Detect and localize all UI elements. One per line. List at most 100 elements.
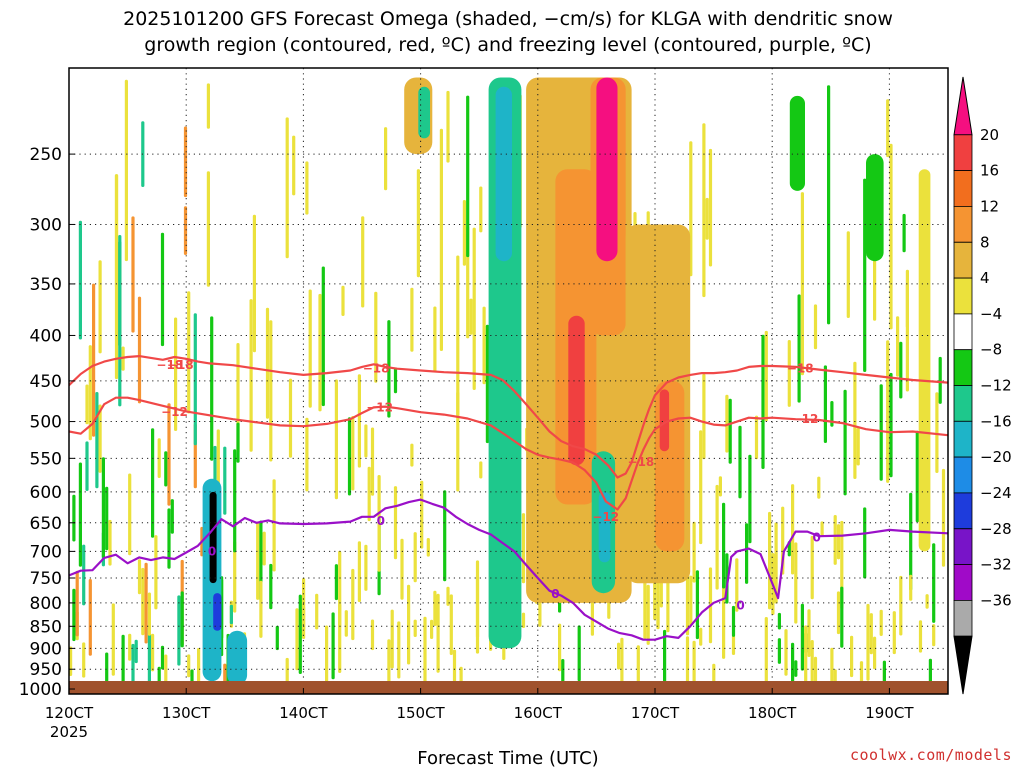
omega-streak bbox=[183, 126, 188, 198]
colorbar-tick-label: −12 bbox=[980, 377, 1012, 395]
omega-streak bbox=[206, 171, 210, 287]
omega-streak bbox=[131, 216, 135, 333]
contour-dgz-minus18 bbox=[69, 355, 948, 479]
omega-streak bbox=[357, 374, 361, 468]
omega-streak bbox=[722, 502, 726, 589]
omega-streak bbox=[420, 480, 424, 549]
y-tick-label: 350 bbox=[30, 275, 62, 295]
contour-label-freezing-level-0: 0 bbox=[377, 514, 385, 528]
omega-streak bbox=[164, 654, 168, 688]
omega-streak bbox=[275, 625, 279, 651]
omega-streak bbox=[210, 316, 214, 461]
omega-streak bbox=[735, 558, 739, 612]
omega-streak bbox=[784, 629, 788, 676]
omega-streak bbox=[400, 538, 404, 600]
y-tick-label: 700 bbox=[30, 542, 62, 562]
omega-streak bbox=[410, 287, 414, 352]
omega-streak bbox=[305, 161, 309, 215]
omega-streak bbox=[187, 654, 191, 678]
y-tick-label: 500 bbox=[30, 413, 62, 433]
omega-streak bbox=[95, 392, 99, 489]
omega-streak bbox=[449, 594, 453, 655]
omega-streak bbox=[479, 186, 483, 233]
omega-streak bbox=[485, 324, 489, 444]
omega-streak bbox=[692, 521, 696, 583]
omega-streak bbox=[82, 642, 86, 678]
omega-streak bbox=[856, 427, 860, 466]
omega-streak bbox=[141, 567, 145, 636]
omega-streak bbox=[436, 593, 440, 673]
omega-feature-14 bbox=[213, 593, 222, 631]
omega-feature-11 bbox=[659, 389, 670, 452]
omega-streak bbox=[118, 235, 122, 407]
omega-streak bbox=[269, 320, 273, 462]
omega-streak bbox=[259, 520, 263, 601]
omega-streak bbox=[439, 128, 443, 351]
omega-streak bbox=[731, 635, 736, 655]
omega-streak bbox=[843, 389, 847, 496]
omega-streak bbox=[387, 639, 391, 688]
ground-terrain bbox=[69, 681, 948, 694]
omega-streak bbox=[899, 341, 903, 399]
omega-streak bbox=[836, 591, 841, 635]
x-tick-label: 130CT bbox=[162, 704, 211, 722]
omega-streak bbox=[685, 571, 690, 636]
omega-streak bbox=[407, 584, 411, 665]
omega-feature-18 bbox=[789, 95, 805, 191]
contour-label-freezing-level-0: 0 bbox=[813, 530, 821, 544]
x-tick-label: 190CT bbox=[865, 704, 914, 722]
omega-streak bbox=[791, 642, 795, 683]
omega-streak bbox=[285, 657, 289, 686]
omega-streak bbox=[925, 594, 929, 609]
axes: 2503003504004505005506006507007508008509… bbox=[19, 67, 949, 741]
y-tick-label: 850 bbox=[30, 617, 62, 637]
omega-streak bbox=[256, 522, 260, 600]
omega-streak bbox=[475, 560, 480, 638]
omega-streak bbox=[82, 544, 86, 606]
omega-streak bbox=[305, 417, 309, 492]
omega-streak bbox=[859, 661, 864, 688]
omega-feature-17 bbox=[418, 86, 430, 139]
omega-streak bbox=[364, 544, 368, 591]
omega-feature-6 bbox=[596, 77, 618, 262]
omega-streak bbox=[456, 255, 460, 416]
y-tick-label: 550 bbox=[30, 449, 62, 469]
omega-streak bbox=[699, 627, 703, 646]
contour-label-freezing-level-0: 0 bbox=[208, 544, 216, 558]
omega-streak bbox=[78, 462, 82, 567]
chart-title-line-2: growth region (contoured, red, ºC) and f… bbox=[144, 34, 871, 56]
y-tick-label: 450 bbox=[30, 372, 62, 392]
omega-streak bbox=[167, 403, 171, 506]
omega-streak bbox=[794, 660, 798, 677]
omega-streak bbox=[344, 610, 348, 637]
omega-feature-15 bbox=[227, 630, 248, 686]
omega-streak bbox=[111, 603, 115, 676]
y-tick-label: 750 bbox=[30, 569, 62, 589]
y-tick-label: 800 bbox=[30, 594, 62, 614]
omega-streak bbox=[272, 479, 276, 572]
omega-streak bbox=[777, 612, 781, 630]
omega-streak bbox=[813, 656, 818, 688]
omega-streak bbox=[167, 508, 171, 569]
contour-label-dgz-minus18: −18 bbox=[787, 362, 814, 376]
omega-streak bbox=[416, 169, 420, 278]
colorbar-arrow-bottom bbox=[953, 635, 973, 695]
omega-streak bbox=[443, 490, 447, 582]
x-tick-label: 120CT bbox=[45, 704, 94, 722]
omega-streak bbox=[377, 475, 381, 572]
omega-streak bbox=[692, 640, 696, 688]
omega-streak bbox=[909, 574, 913, 601]
omega-streak bbox=[791, 484, 795, 575]
omega-streak bbox=[121, 634, 125, 688]
omega-streak bbox=[160, 232, 165, 347]
omega-streak bbox=[702, 123, 706, 298]
colorbar-tick-label: −8 bbox=[980, 341, 1002, 359]
omega-streak bbox=[413, 532, 417, 583]
omega-streak bbox=[154, 535, 158, 610]
omega-streak bbox=[124, 79, 128, 262]
omega-streak bbox=[935, 392, 939, 473]
omega-streak bbox=[164, 451, 168, 487]
x-tick-label: 140CT bbox=[279, 704, 328, 722]
